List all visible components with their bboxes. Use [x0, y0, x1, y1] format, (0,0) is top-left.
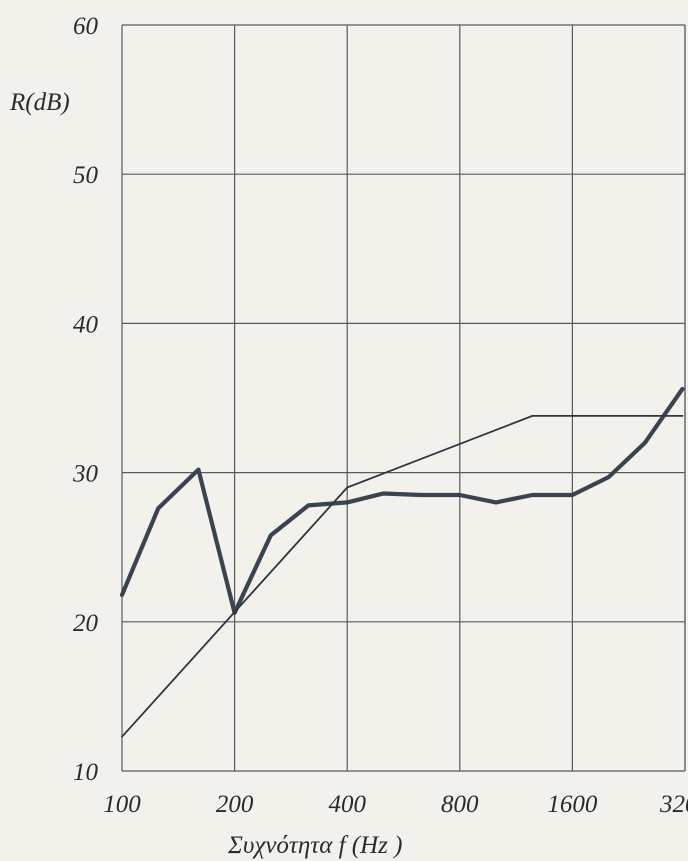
- y-tick-label-30: 30: [72, 461, 99, 488]
- data-point-s0-500: [381, 491, 386, 496]
- data-point-s0-400: [345, 500, 349, 505]
- data-point-s0-800: [458, 493, 462, 497]
- y-tick-label-20: 20: [73, 610, 99, 637]
- data-point-s0-1250: [530, 493, 534, 497]
- x-axis-label: Συχνότητα f (Hz ): [227, 832, 402, 859]
- x-tick-label-200: 200: [216, 791, 254, 818]
- series-layer: [119, 386, 685, 738]
- data-point-s1-3150: [681, 415, 684, 417]
- data-point-s0-630: [419, 493, 423, 497]
- data-point-s0-1600: [570, 493, 575, 497]
- tick-labels: 100 200 400 800 1600 3200 10 20 30 40 50 60: [72, 13, 688, 818]
- data-point-s1-1250: [531, 415, 534, 417]
- y-tick-label-60: 60: [73, 13, 99, 40]
- x-tick-label-400: 400: [328, 791, 366, 818]
- x-tick-label-3200: 3200: [659, 791, 688, 818]
- data-point-s0-2500: [643, 441, 647, 445]
- y-tick-label-10: 10: [73, 759, 99, 786]
- grid: [121, 24, 686, 772]
- data-point-s0-2000: [607, 475, 611, 479]
- data-point-s0-160: [196, 468, 200, 472]
- data-point-s0-3150: [680, 387, 685, 391]
- series-line-reference: [121, 414, 684, 738]
- series-line-measured: [119, 386, 685, 615]
- x-tick-label-1600: 1600: [547, 791, 598, 818]
- data-point-s0-250: [269, 533, 273, 537]
- data-point-s0-100: [120, 593, 124, 597]
- x-tick-label-800: 800: [441, 791, 479, 818]
- data-point-s0-125: [156, 506, 160, 511]
- data-point-s1-100: [121, 735, 123, 738]
- y-axis-label: R(dB): [9, 89, 70, 116]
- y-tick-label-50: 50: [73, 162, 99, 189]
- x-tick-label-100: 100: [103, 791, 141, 818]
- y-tick-label-40: 40: [73, 311, 99, 338]
- data-point-s0-315: [306, 503, 310, 508]
- data-point-s1-400: [346, 486, 349, 489]
- data-point-s0-1000: [494, 500, 498, 505]
